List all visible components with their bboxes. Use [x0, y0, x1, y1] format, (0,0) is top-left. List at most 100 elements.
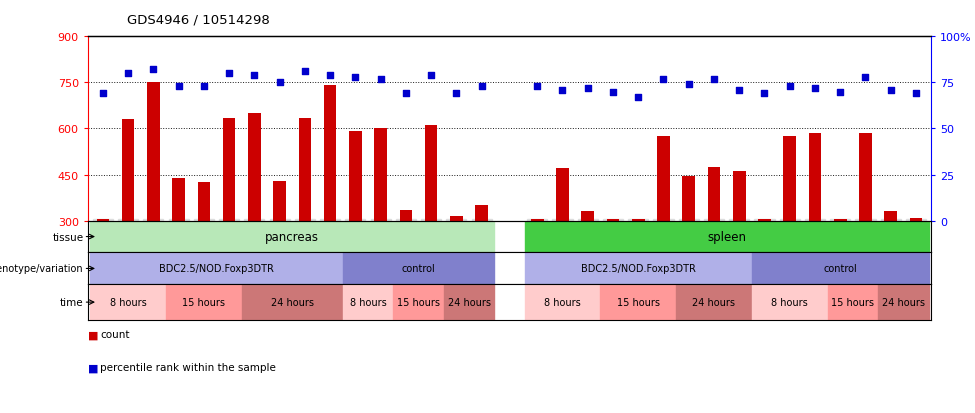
- Point: [145, 67, 161, 74]
- Point: [833, 89, 848, 96]
- Text: 8 hours: 8 hours: [771, 297, 808, 307]
- Point: [807, 85, 823, 92]
- Bar: [248, 114, 260, 221]
- Point: [681, 82, 696, 88]
- Bar: [273, 181, 286, 221]
- Point: [423, 73, 439, 79]
- Bar: [556, 169, 568, 221]
- Bar: [859, 134, 872, 221]
- Point: [348, 74, 364, 81]
- Bar: [223, 119, 236, 221]
- Point: [757, 91, 772, 97]
- Text: 8 hours: 8 hours: [350, 297, 386, 307]
- Point: [247, 73, 262, 79]
- Bar: [601, 285, 676, 320]
- Text: BDC2.5/NOD.Foxp3DTR: BDC2.5/NOD.Foxp3DTR: [581, 264, 695, 274]
- Bar: [525, 285, 601, 320]
- Bar: [682, 177, 695, 221]
- Bar: [808, 134, 821, 221]
- Text: 8 hours: 8 hours: [110, 297, 146, 307]
- Bar: [657, 137, 670, 221]
- Bar: [531, 220, 543, 221]
- Text: 8 hours: 8 hours: [544, 297, 581, 307]
- Bar: [298, 119, 311, 221]
- Bar: [374, 129, 387, 221]
- Text: percentile rank within the sample: percentile rank within the sample: [100, 363, 276, 373]
- Bar: [393, 285, 444, 320]
- Bar: [733, 172, 746, 221]
- Text: pancreas: pancreas: [265, 230, 319, 243]
- Bar: [525, 253, 752, 285]
- Bar: [425, 126, 438, 221]
- Point: [96, 91, 111, 97]
- Point: [529, 83, 545, 90]
- Bar: [525, 221, 928, 253]
- Bar: [242, 285, 343, 320]
- Point: [555, 87, 570, 94]
- Point: [580, 85, 596, 92]
- Bar: [198, 183, 211, 221]
- Text: genotype/variation: genotype/variation: [0, 264, 84, 274]
- Text: 24 hours: 24 hours: [271, 297, 314, 307]
- Text: control: control: [402, 264, 436, 274]
- Bar: [91, 221, 494, 253]
- Bar: [884, 212, 897, 221]
- Bar: [708, 167, 721, 221]
- Point: [474, 83, 489, 90]
- Bar: [752, 285, 828, 320]
- Text: count: count: [100, 330, 130, 339]
- Bar: [343, 285, 393, 320]
- Text: 15 hours: 15 hours: [832, 297, 875, 307]
- Bar: [166, 285, 242, 320]
- Bar: [91, 285, 166, 320]
- Point: [448, 91, 464, 97]
- Point: [323, 73, 338, 79]
- Bar: [122, 120, 135, 221]
- Text: ■: ■: [88, 330, 98, 339]
- Point: [731, 87, 747, 94]
- Point: [372, 76, 388, 83]
- Text: 24 hours: 24 hours: [881, 297, 925, 307]
- Bar: [324, 86, 336, 221]
- Bar: [91, 253, 343, 285]
- Point: [398, 91, 413, 97]
- Bar: [349, 132, 362, 221]
- Bar: [173, 178, 185, 221]
- Bar: [752, 253, 928, 285]
- Text: 24 hours: 24 hours: [448, 297, 490, 307]
- Point: [272, 80, 288, 86]
- Bar: [759, 220, 771, 221]
- Bar: [400, 210, 412, 221]
- Bar: [343, 253, 494, 285]
- Bar: [828, 285, 878, 320]
- Bar: [878, 285, 928, 320]
- Text: control: control: [823, 264, 857, 274]
- Bar: [606, 220, 619, 221]
- Bar: [783, 137, 796, 221]
- Bar: [581, 212, 594, 221]
- Text: time: time: [59, 297, 84, 307]
- Text: 15 hours: 15 hours: [182, 297, 225, 307]
- Text: tissue: tissue: [53, 232, 84, 242]
- Point: [631, 95, 646, 101]
- Bar: [450, 216, 463, 221]
- Bar: [834, 220, 846, 221]
- Point: [706, 76, 722, 83]
- Text: 15 hours: 15 hours: [617, 297, 660, 307]
- Point: [883, 87, 899, 94]
- Point: [120, 71, 136, 77]
- Text: 24 hours: 24 hours: [692, 297, 735, 307]
- Point: [221, 71, 237, 77]
- Point: [297, 69, 313, 76]
- Point: [196, 83, 212, 90]
- Point: [782, 83, 798, 90]
- Bar: [910, 218, 922, 221]
- Bar: [676, 285, 752, 320]
- Bar: [147, 83, 160, 221]
- Text: GDS4946 / 10514298: GDS4946 / 10514298: [127, 14, 269, 27]
- Point: [605, 89, 621, 96]
- Bar: [632, 220, 644, 221]
- Bar: [97, 220, 109, 221]
- Text: spleen: spleen: [707, 230, 746, 243]
- Text: 15 hours: 15 hours: [397, 297, 440, 307]
